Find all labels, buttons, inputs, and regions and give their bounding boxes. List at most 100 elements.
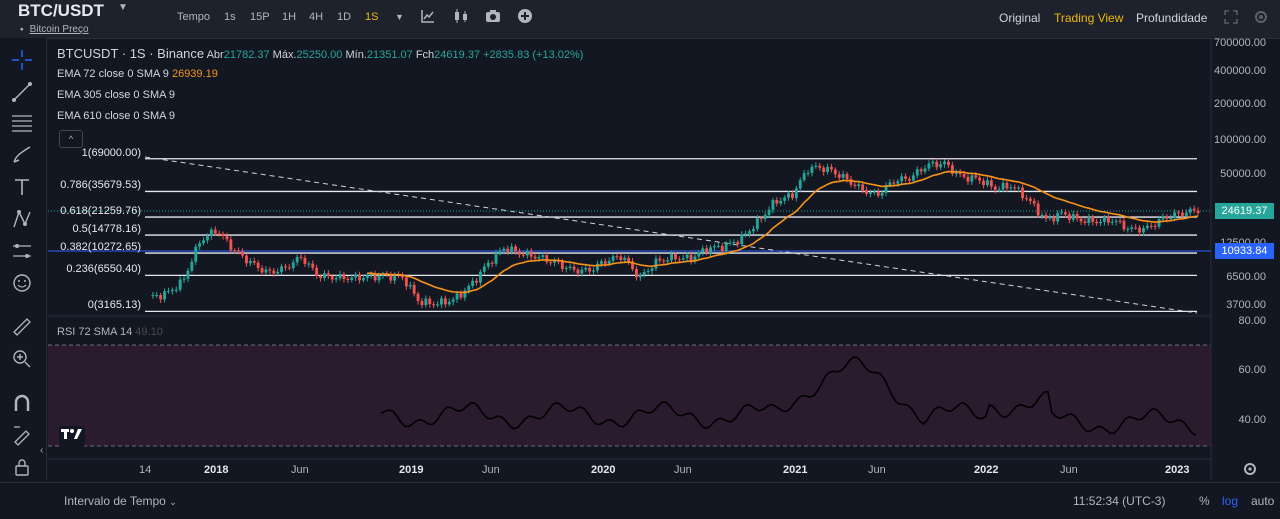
candle-body: [1110, 221, 1114, 223]
fib-tool-icon[interactable]: [11, 112, 33, 134]
coin-info-label[interactable]: Bitcoin Preço: [29, 24, 89, 35]
candle-body: [475, 280, 478, 283]
legend-ema-72[interactable]: EMA 72 close 0 SMA 9 26939.19: [57, 68, 218, 80]
candle-body: [1071, 214, 1075, 220]
candle-body: [350, 277, 354, 280]
candle-body: [408, 284, 412, 287]
rsi-tick: 80.00: [1238, 315, 1266, 327]
candle-body: [182, 278, 186, 280]
candle-body: [1165, 216, 1169, 219]
indicators-icon[interactable]: [421, 9, 435, 26]
text-tool-icon[interactable]: [11, 176, 33, 198]
settings-icon[interactable]: [1254, 10, 1268, 27]
candle-body: [943, 161, 946, 165]
candle-body: [237, 250, 241, 252]
legend-ema-610[interactable]: EMA 610 close 0 SMA 9: [57, 110, 176, 122]
time-tick: 2022: [974, 464, 999, 476]
candle-body: [771, 200, 775, 210]
price-tick: 700000.00: [1214, 37, 1266, 49]
candle-body: [1095, 221, 1099, 224]
candle-body: [1149, 225, 1153, 227]
magnet-icon[interactable]: [11, 392, 33, 414]
fullscreen-icon[interactable]: [1224, 10, 1238, 27]
legend-open: 21782.37: [223, 49, 270, 61]
screenshot-icon[interactable]: [485, 9, 501, 26]
view-original[interactable]: Original: [999, 11, 1041, 25]
candle-body: [904, 176, 907, 179]
pattern-tool-icon[interactable]: [11, 208, 33, 230]
candle-body: [1048, 216, 1052, 219]
rsi-legend[interactable]: RSI 72 SMA 14 49.10: [57, 326, 163, 338]
add-icon[interactable]: [518, 9, 532, 26]
candle-body: [908, 178, 911, 181]
candle-body: [603, 261, 607, 264]
time-tick: Jun: [674, 464, 692, 476]
chart-settings-icon[interactable]: [1243, 462, 1257, 479]
timeframe-1s[interactable]: 1s: [224, 11, 236, 23]
candle-body: [627, 257, 631, 262]
timeframe-4h[interactable]: 4H: [309, 11, 324, 23]
symbol-title[interactable]: BTC/USDT: [18, 1, 104, 20]
time-interval-dropdown[interactable]: Intervalo de Tempo ⌄: [64, 494, 177, 508]
legend-ema-305[interactable]: EMA 305 close 0 SMA 9: [57, 89, 176, 101]
brush-icon[interactable]: [11, 144, 33, 166]
candle-body: [436, 304, 439, 306]
candle-body: [650, 268, 654, 272]
candle-body: [1196, 210, 1200, 214]
crosshair-icon[interactable]: [11, 49, 33, 71]
candle-type-icon[interactable]: [453, 9, 469, 26]
candle-body: [966, 176, 970, 182]
timeframe-1h[interactable]: 1H: [282, 11, 297, 23]
candle-body: [927, 163, 931, 169]
percent-toggle[interactable]: %: [1199, 494, 1210, 508]
candle-body: [1169, 218, 1173, 220]
log-toggle[interactable]: log: [1222, 494, 1239, 508]
timeframe-1d[interactable]: 1D: [337, 11, 352, 23]
candle-body: [986, 180, 989, 186]
timeframe-15p[interactable]: 15P: [250, 11, 270, 23]
candle-body: [1122, 220, 1126, 230]
candle-body: [611, 256, 615, 261]
candle-body: [748, 231, 751, 234]
lock-icon[interactable]: [11, 456, 33, 478]
candle-body: [674, 253, 677, 260]
candle-body: [993, 186, 997, 190]
candle-body: [716, 245, 720, 247]
candle-body: [365, 275, 369, 279]
candle-body: [482, 266, 486, 272]
scroll-left-icon[interactable]: ‹: [40, 445, 44, 456]
candle-body: [615, 256, 619, 258]
candle-body: [221, 233, 225, 236]
view-tradingview[interactable]: Trading View: [1054, 11, 1124, 25]
candle-body: [631, 261, 634, 270]
candle-body: [982, 180, 985, 186]
timeframe-1w[interactable]: 1S: [365, 11, 379, 23]
candle-body: [638, 275, 642, 278]
candle-body: [584, 267, 588, 270]
candle-body: [424, 298, 428, 306]
ruler-icon[interactable]: [11, 316, 33, 338]
candle-body: [518, 251, 521, 255]
clock[interactable]: 11:52:34 (UTC-3): [1073, 494, 1166, 508]
fib-level-label: 0.618(21259.76): [60, 205, 141, 218]
zoom-in-icon[interactable]: [11, 348, 33, 370]
auto-toggle[interactable]: auto: [1251, 494, 1275, 508]
candle-body: [1091, 216, 1095, 222]
candle-body: [1138, 227, 1141, 233]
emoji-icon[interactable]: [11, 272, 33, 294]
price-chart[interactable]: [0, 0, 1280, 480]
candle-body: [272, 270, 276, 274]
symbol-dropdown-icon[interactable]: ▼: [118, 2, 128, 13]
legend-symbol[interactable]: BTCUSDT · 1S · Binance: [57, 46, 205, 61]
view-depth[interactable]: Profundidade: [1136, 11, 1208, 25]
time-tick: Jun: [482, 464, 500, 476]
drawing-mode-icon[interactable]: [11, 424, 33, 446]
timeframe-more-icon[interactable]: ▼: [395, 12, 404, 22]
candle-body: [549, 262, 553, 264]
legend-collapse-button[interactable]: ^: [59, 130, 83, 148]
time-tick: 2020: [591, 464, 616, 476]
coin-info-link[interactable]: ⬩ Bitcoin Preço: [20, 24, 89, 35]
trend-line-icon[interactable]: [11, 81, 33, 103]
candle-body: [1060, 212, 1063, 214]
forecast-tool-icon[interactable]: [11, 240, 33, 262]
